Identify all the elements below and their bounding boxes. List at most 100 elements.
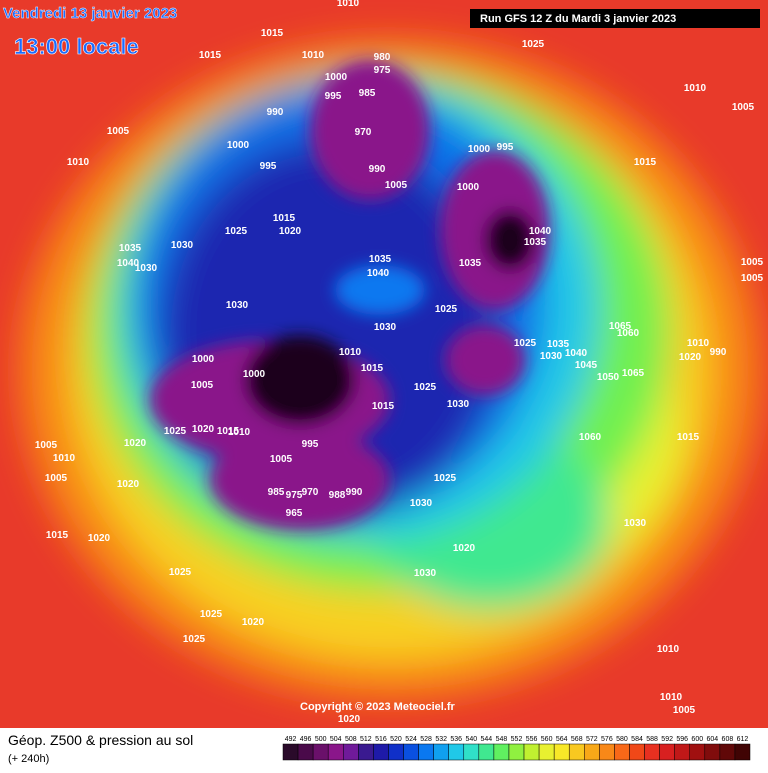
legend-label: 572 — [586, 736, 598, 743]
legend-swatch — [719, 743, 736, 761]
isobar-label: 1015 — [677, 432, 700, 443]
isobar-label: 970 — [302, 487, 319, 498]
isobar-label: 1045 — [575, 360, 598, 371]
legend-swatch — [629, 743, 645, 761]
legend-swatch — [418, 743, 434, 761]
legend-swatch — [704, 743, 721, 761]
legend-label: 604 — [706, 736, 718, 743]
isobar-label: 1015 — [361, 363, 384, 374]
legend-label: 556 — [526, 736, 538, 743]
legend-swatch — [538, 743, 555, 761]
legend-label: 600 — [691, 736, 703, 743]
legend-label: 560 — [541, 736, 553, 743]
footer-subtitle: (+ 240h) — [8, 753, 49, 765]
legend-swatch — [599, 743, 615, 761]
legend-swatch — [568, 743, 585, 761]
legend-label: 584 — [631, 736, 643, 743]
isobar-label: 1010 — [687, 338, 710, 349]
legend-label: 564 — [556, 736, 568, 743]
legend-swatch — [659, 743, 675, 761]
isobar-label: 1040 — [529, 226, 552, 237]
legend-swatch — [644, 743, 660, 761]
isobar-label: 1015 — [199, 50, 222, 61]
isobar-label: 1060 — [617, 328, 640, 339]
isobar-label: 975 — [286, 490, 303, 501]
legend-label: 528 — [420, 736, 432, 743]
isobar-label: 1010 — [337, 0, 360, 9]
isobar-label: 990 — [346, 487, 363, 498]
isobar-label: 1005 — [45, 473, 68, 484]
legend-label: 540 — [465, 736, 477, 743]
legend-swatch — [327, 743, 344, 761]
legend-swatch — [463, 743, 480, 761]
legend-swatch — [674, 743, 690, 761]
isobar-label: 1030 — [540, 351, 563, 362]
isobar-label: 995 — [302, 439, 319, 450]
isobar-label: 1020 — [192, 424, 215, 435]
isobar-label: 1000 — [457, 182, 480, 193]
isobar-label: 1020 — [679, 352, 702, 363]
isobar-label: 1035 — [547, 339, 570, 350]
isobar-label: 1065 — [609, 321, 632, 332]
isobar-label: 1005 — [191, 380, 214, 391]
isobar-label: 1035 — [524, 237, 547, 248]
legend-swatch — [343, 743, 359, 761]
isobar-label: 1035 — [459, 258, 482, 269]
isobar-label: 1065 — [622, 368, 645, 379]
isobar-label: 1005 — [741, 257, 764, 268]
isobar-label: 1035 — [119, 243, 142, 254]
isobar-label: 1010 — [228, 427, 251, 438]
legend-label: 568 — [571, 736, 583, 743]
isobar-label: 1005 — [732, 102, 755, 113]
isobar-label: 1025 — [200, 609, 223, 620]
legend-label: 516 — [375, 736, 387, 743]
legend-swatch — [614, 743, 630, 761]
isobar-label: 1030 — [410, 498, 433, 509]
isobar-label: 985 — [268, 487, 285, 498]
isobar-label: 1000 — [192, 354, 215, 365]
isobar-label: 1015 — [261, 28, 284, 39]
legend-swatch — [433, 743, 449, 761]
isobar-label: 1030 — [624, 518, 647, 529]
isobar-label: 1010 — [302, 50, 325, 61]
isobar-label: 1020 — [453, 543, 476, 554]
isobar-label: 1040 — [565, 348, 588, 359]
isobar-label: 1030 — [171, 240, 194, 251]
isobar-label: 1010 — [660, 692, 683, 703]
isobar-label: 1030 — [447, 399, 470, 410]
legend-label: 536 — [450, 736, 462, 743]
isobar-label: 1010 — [657, 644, 680, 655]
legend-swatch — [373, 743, 389, 761]
isobar-label: 1005 — [270, 454, 293, 465]
isobar-label: 1005 — [741, 273, 764, 284]
isobar-label: 990 — [710, 347, 727, 358]
legend-label: 596 — [676, 736, 688, 743]
legend-label: 548 — [496, 736, 508, 743]
isobar-label: 1025 — [522, 39, 545, 50]
legend-label: 496 — [300, 736, 312, 743]
isobar-label: 1010 — [684, 83, 707, 94]
low-pressure-cores — [150, 60, 550, 530]
isobar-label: 1025 — [183, 634, 206, 645]
legend-label: 608 — [722, 736, 734, 743]
isobar-label: 1010 — [67, 157, 90, 168]
legend-swatch — [297, 743, 314, 761]
legend-swatch — [493, 743, 510, 761]
isobar-label: 1060 — [579, 432, 602, 443]
legend-swatch — [448, 743, 465, 761]
legend-label: 588 — [646, 736, 658, 743]
isobar-label: 975 — [374, 65, 391, 76]
isobar-label: 1000 — [243, 369, 266, 380]
isobar-label: 1030 — [226, 300, 249, 311]
legend-swatch — [523, 743, 540, 761]
date: Vendredi 13 janvier 2023 — [3, 5, 177, 22]
isobar-label: 1005 — [107, 126, 130, 137]
legend-swatch — [584, 743, 600, 761]
isobar-label: 1015 — [372, 401, 395, 412]
isobar-label: 1020 — [279, 226, 302, 237]
isobar-label: 1025 — [434, 473, 457, 484]
legend-label: 508 — [345, 736, 357, 743]
isobar-label: 1020 — [338, 714, 361, 725]
isobar-label: 1040 — [367, 268, 390, 279]
